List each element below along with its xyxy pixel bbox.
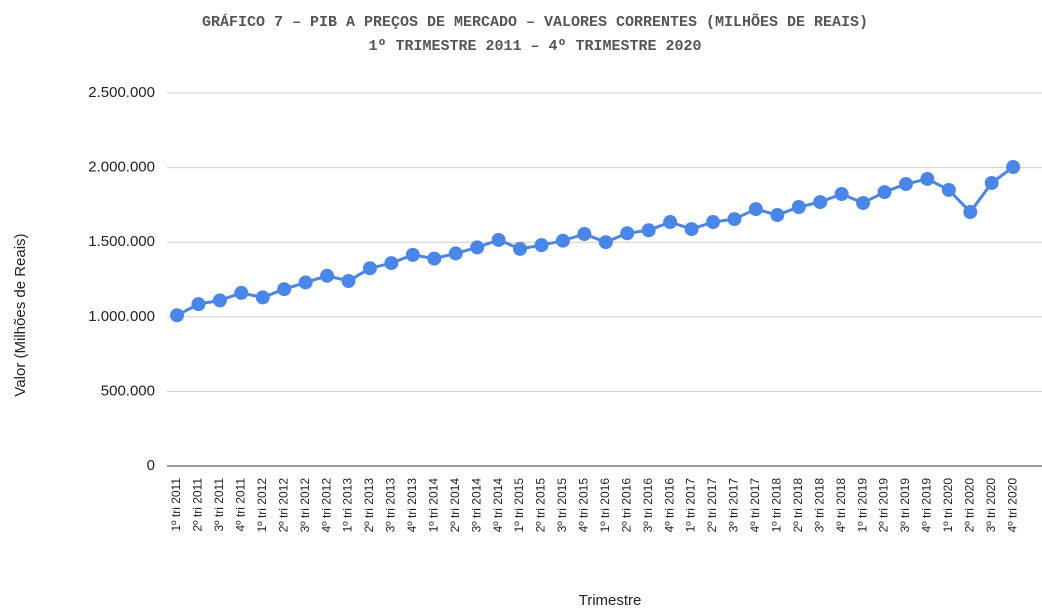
x-tick-label: 2º tri 2012 (276, 478, 290, 533)
x-tick-label: 1º tri 2017 (684, 478, 698, 533)
x-tick-label: 4º tri 2012 (319, 478, 333, 533)
x-tick-label: 4º tri 2014 (491, 478, 505, 533)
point (791, 199, 806, 214)
x-tick-label: 2º tri 2014 (448, 478, 462, 533)
x-tick-label: 3º tri 2015 (555, 478, 569, 533)
x-tick-label: 1º tri 2014 (426, 478, 440, 533)
point (170, 308, 184, 323)
x-tick-label: 3º tri 2014 (469, 478, 483, 533)
point (813, 195, 828, 210)
x-axis-label: Trimestre (579, 592, 642, 609)
x-tick-label: 2º tri 2015 (534, 478, 548, 533)
point (598, 235, 613, 250)
point (405, 247, 420, 262)
x-tick-label: 1º tri 2012 (255, 478, 269, 533)
point (706, 215, 720, 230)
point (877, 185, 892, 200)
x-tick-label: 4º tri 2016 (662, 478, 676, 533)
x-tick-label: 1º tri 2011 (169, 478, 183, 532)
point (684, 222, 699, 237)
point (362, 261, 377, 276)
x-tick-label: 3º tri 2013 (384, 478, 398, 533)
point (384, 256, 399, 271)
point (212, 293, 227, 308)
x-tick-label: 3º tri 2018 (812, 478, 826, 533)
point (641, 223, 656, 238)
x-tick-label: 1º tri 2020 (941, 478, 955, 533)
x-tick-label: 4º tri 2013 (405, 478, 419, 533)
point (727, 212, 742, 227)
x-tick-label: 3º tri 2012 (298, 478, 312, 533)
point (320, 268, 335, 283)
x-tick-label: 1º tri 2013 (341, 478, 355, 533)
point (298, 275, 313, 290)
point (963, 205, 978, 220)
point (1006, 160, 1021, 175)
x-tick-label: 3º tri 2019 (898, 478, 912, 533)
x-tick-label: 2º tri 2020 (962, 478, 976, 533)
x-tick-label: 3º tri 2017 (727, 478, 741, 533)
point (941, 182, 956, 197)
point (620, 226, 635, 241)
x-tick-label: 4º tri 2020 (1005, 478, 1019, 533)
x-tick-label: 4º tri 2018 (834, 478, 848, 533)
point (513, 241, 528, 256)
x-tick-label: 2º tri 2017 (705, 478, 719, 533)
x-tick-label: 2º tri 2018 (791, 478, 805, 533)
chart-subtitle: 1º TRIMESTRE 2011 – 4º TRIMESTRE 2020 (368, 38, 701, 55)
y-tick-label: 0 (147, 457, 155, 474)
point (898, 177, 913, 192)
point (491, 232, 506, 247)
point (555, 233, 570, 248)
point (663, 215, 678, 230)
x-tick-label: 1º tri 2016 (598, 478, 612, 533)
x-tick-label: 2º tri 2011 (191, 478, 205, 532)
point (984, 175, 999, 190)
point (834, 187, 849, 202)
point (255, 290, 270, 305)
y-tick-label: 1.000.000 (88, 308, 155, 325)
line (176, 165, 1015, 317)
x-tick-label: 3º tri 2020 (984, 478, 998, 533)
point (748, 202, 763, 217)
point (534, 238, 549, 253)
x-tick-label: 4º tri 2011 (233, 478, 247, 532)
x-tick-label: 1º tri 2015 (512, 478, 526, 533)
point (577, 226, 592, 241)
y-tick-label: 1.500.000 (88, 233, 155, 250)
point (856, 195, 871, 210)
y-axis-label: Valor (Milhões de Reais) (12, 233, 29, 396)
x-tick-label: 3º tri 2011 (212, 478, 226, 532)
point (191, 297, 206, 312)
x-tick-label: 4º tri 2015 (577, 478, 591, 533)
x-tick-label: 1º tri 2018 (769, 478, 783, 533)
point (341, 273, 356, 288)
x-tick-label: 2º tri 2013 (362, 478, 376, 533)
point (920, 171, 935, 186)
x-tick-label: 4º tri 2017 (748, 478, 762, 533)
x-tick-label: 4º tri 2019 (920, 478, 934, 533)
x-tick-label: 2º tri 2016 (619, 478, 633, 533)
x-tick-label: 1º tri 2019 (855, 478, 869, 533)
y-tick-label: 2.500.000 (88, 84, 155, 101)
x-tick-label: 2º tri 2019 (877, 478, 891, 533)
point (470, 240, 485, 255)
point (770, 208, 785, 223)
chart-title: GRÁFICO 7 – PIB A PREÇOS DE MERCADO – VA… (202, 13, 868, 31)
y-tick-label: 2.000.000 (88, 159, 155, 176)
point (427, 251, 442, 266)
point (277, 282, 292, 297)
x-tick-label: 3º tri 2016 (641, 478, 655, 533)
y-tick-label: 500.000 (101, 382, 155, 399)
point (448, 246, 463, 261)
point (234, 285, 249, 300)
